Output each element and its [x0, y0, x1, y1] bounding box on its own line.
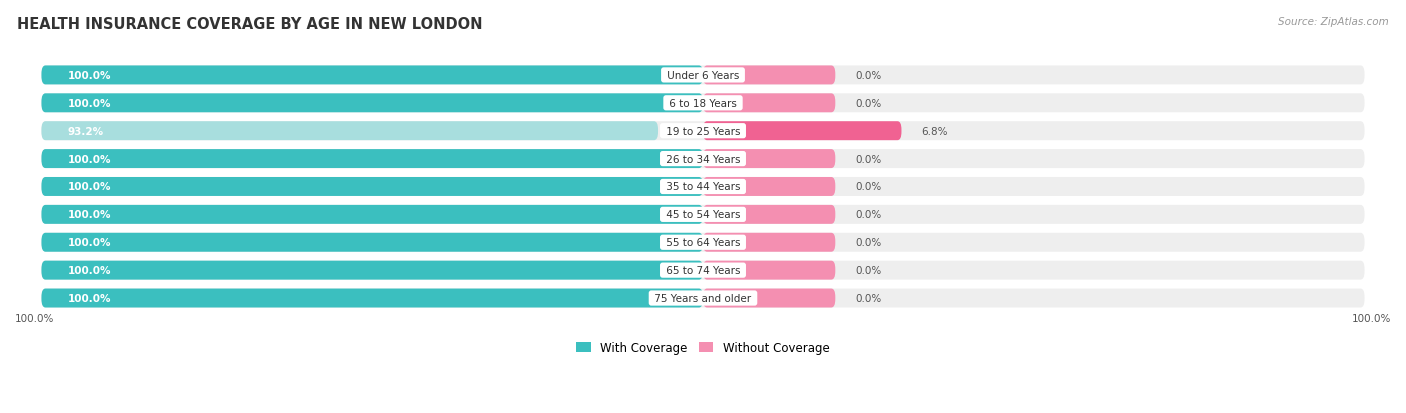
Text: 19 to 25 Years: 19 to 25 Years	[662, 126, 744, 136]
FancyBboxPatch shape	[41, 150, 703, 169]
Text: 6 to 18 Years: 6 to 18 Years	[666, 99, 740, 109]
Text: 35 to 44 Years: 35 to 44 Years	[662, 182, 744, 192]
Text: 100.0%: 100.0%	[67, 99, 111, 109]
FancyBboxPatch shape	[703, 94, 835, 113]
FancyBboxPatch shape	[41, 94, 703, 113]
FancyBboxPatch shape	[703, 66, 835, 85]
Text: 0.0%: 0.0%	[855, 182, 882, 192]
Text: Source: ZipAtlas.com: Source: ZipAtlas.com	[1278, 17, 1389, 26]
FancyBboxPatch shape	[41, 122, 658, 141]
Text: HEALTH INSURANCE COVERAGE BY AGE IN NEW LONDON: HEALTH INSURANCE COVERAGE BY AGE IN NEW …	[17, 17, 482, 31]
Text: 100.0%: 100.0%	[67, 71, 111, 81]
FancyBboxPatch shape	[703, 150, 835, 169]
Text: Under 6 Years: Under 6 Years	[664, 71, 742, 81]
Text: 0.0%: 0.0%	[855, 99, 882, 109]
Legend: With Coverage, Without Coverage: With Coverage, Without Coverage	[572, 337, 834, 359]
Text: 0.0%: 0.0%	[855, 210, 882, 220]
FancyBboxPatch shape	[41, 66, 1365, 85]
Text: 0.0%: 0.0%	[855, 71, 882, 81]
FancyBboxPatch shape	[41, 122, 1365, 141]
FancyBboxPatch shape	[41, 94, 1365, 113]
Text: 65 to 74 Years: 65 to 74 Years	[662, 266, 744, 275]
Text: 0.0%: 0.0%	[855, 266, 882, 275]
Text: 26 to 34 Years: 26 to 34 Years	[662, 154, 744, 164]
FancyBboxPatch shape	[703, 178, 835, 197]
FancyBboxPatch shape	[41, 205, 703, 224]
Text: 100.0%: 100.0%	[67, 154, 111, 164]
FancyBboxPatch shape	[41, 233, 703, 252]
FancyBboxPatch shape	[41, 261, 703, 280]
FancyBboxPatch shape	[703, 233, 835, 252]
Text: 100.0%: 100.0%	[15, 313, 55, 323]
Text: 45 to 54 Years: 45 to 54 Years	[662, 210, 744, 220]
Text: 0.0%: 0.0%	[855, 154, 882, 164]
FancyBboxPatch shape	[703, 289, 835, 308]
Text: 55 to 64 Years: 55 to 64 Years	[662, 237, 744, 248]
FancyBboxPatch shape	[703, 261, 835, 280]
Text: 100.0%: 100.0%	[67, 182, 111, 192]
Text: 0.0%: 0.0%	[855, 237, 882, 248]
FancyBboxPatch shape	[703, 205, 835, 224]
FancyBboxPatch shape	[41, 289, 1365, 308]
Text: 75 Years and older: 75 Years and older	[651, 293, 755, 303]
Text: 0.0%: 0.0%	[855, 293, 882, 303]
FancyBboxPatch shape	[41, 178, 1365, 197]
FancyBboxPatch shape	[41, 150, 1365, 169]
Text: 93.2%: 93.2%	[67, 126, 104, 136]
FancyBboxPatch shape	[41, 261, 1365, 280]
FancyBboxPatch shape	[41, 205, 1365, 224]
FancyBboxPatch shape	[41, 66, 703, 85]
FancyBboxPatch shape	[41, 233, 1365, 252]
Text: 100.0%: 100.0%	[67, 266, 111, 275]
Text: 100.0%: 100.0%	[67, 293, 111, 303]
Text: 100.0%: 100.0%	[1351, 313, 1391, 323]
Text: 100.0%: 100.0%	[67, 210, 111, 220]
Text: 100.0%: 100.0%	[67, 237, 111, 248]
Text: 6.8%: 6.8%	[921, 126, 948, 136]
FancyBboxPatch shape	[41, 178, 703, 197]
FancyBboxPatch shape	[41, 289, 703, 308]
FancyBboxPatch shape	[703, 122, 901, 141]
